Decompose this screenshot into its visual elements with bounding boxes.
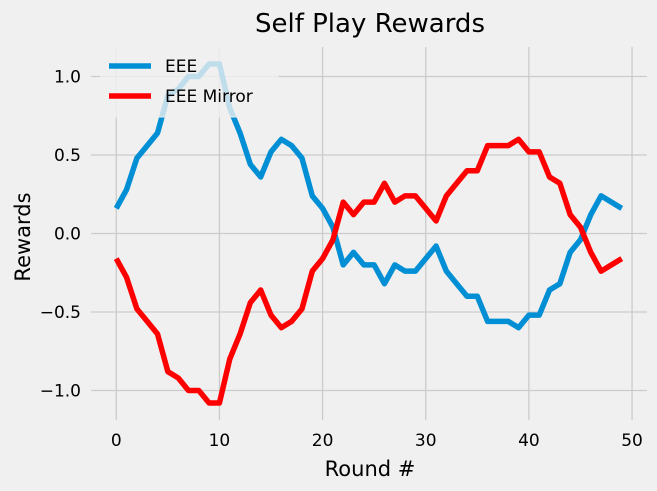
ticks: 0 10 20 30 40 50 −1.0 −0.5 0.0 0.5 1.0: [40, 68, 643, 451]
y-tick-label: 0.0: [54, 225, 81, 245]
y-tick-label: −1.0: [40, 381, 81, 401]
x-axis-label: Round #: [325, 457, 416, 481]
x-tick-label: 30: [415, 431, 437, 451]
x-tick-label: 0: [111, 431, 122, 451]
chart-title: Self Play Rewards: [255, 9, 485, 39]
y-tick-label: 0.5: [54, 146, 81, 166]
legend: EEE EEE Mirror: [100, 44, 279, 118]
series-line-eee-mirror: [113, 136, 624, 406]
x-tick-label: 50: [621, 431, 643, 451]
y-axis-label: Rewards: [11, 192, 35, 281]
x-tick-label: 10: [209, 431, 231, 451]
x-tick-label: 40: [518, 431, 540, 451]
legend-label-eee: EEE: [165, 57, 197, 77]
legend-box: [100, 44, 279, 118]
y-tick-label: 1.0: [54, 68, 81, 88]
y-tick-label: −0.5: [40, 303, 81, 323]
grid: [91, 47, 647, 420]
legend-label-eee-mirror: EEE Mirror: [165, 87, 253, 107]
x-tick-label: 20: [312, 431, 334, 451]
